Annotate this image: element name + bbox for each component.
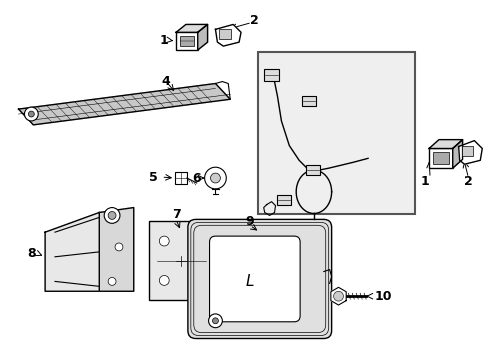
Text: 3: 3: [309, 221, 318, 234]
Bar: [257, 52, 414, 215]
Circle shape: [115, 243, 122, 251]
Bar: [176, 32, 197, 50]
Bar: [461, 145, 472, 156]
Bar: [180, 36, 193, 46]
Text: 2: 2: [463, 175, 472, 189]
FancyBboxPatch shape: [187, 219, 331, 338]
FancyBboxPatch shape: [302, 96, 315, 106]
Bar: [219, 30, 231, 39]
Bar: [149, 221, 213, 300]
Circle shape: [104, 208, 120, 223]
Circle shape: [159, 236, 169, 246]
Circle shape: [28, 111, 34, 117]
Polygon shape: [99, 208, 133, 291]
Circle shape: [108, 278, 116, 285]
Text: L: L: [245, 274, 254, 289]
Text: 10: 10: [373, 290, 391, 303]
Circle shape: [208, 314, 222, 328]
Text: 1: 1: [420, 175, 428, 189]
Polygon shape: [176, 24, 207, 32]
Text: 7: 7: [171, 208, 180, 221]
Text: 4: 4: [162, 75, 170, 88]
Text: 1: 1: [160, 34, 168, 47]
Circle shape: [210, 173, 220, 183]
Text: 9: 9: [245, 215, 254, 228]
Circle shape: [333, 291, 343, 301]
Polygon shape: [458, 141, 481, 164]
FancyBboxPatch shape: [305, 165, 319, 175]
Bar: [175, 172, 186, 184]
Circle shape: [24, 107, 38, 121]
Text: 2: 2: [250, 14, 259, 27]
Circle shape: [108, 212, 116, 219]
Polygon shape: [19, 84, 230, 125]
Bar: [432, 152, 448, 164]
Polygon shape: [45, 212, 99, 291]
Polygon shape: [428, 140, 462, 148]
Polygon shape: [452, 140, 462, 168]
Polygon shape: [197, 24, 207, 50]
Polygon shape: [215, 24, 241, 46]
Circle shape: [204, 167, 226, 189]
Polygon shape: [330, 287, 346, 305]
Text: 8: 8: [27, 247, 36, 260]
Circle shape: [159, 275, 169, 285]
Circle shape: [212, 318, 218, 324]
Text: 5: 5: [149, 171, 158, 184]
FancyBboxPatch shape: [209, 236, 300, 322]
FancyBboxPatch shape: [263, 69, 279, 81]
FancyBboxPatch shape: [277, 195, 291, 204]
Bar: [428, 148, 452, 168]
Text: 6: 6: [192, 171, 201, 185]
